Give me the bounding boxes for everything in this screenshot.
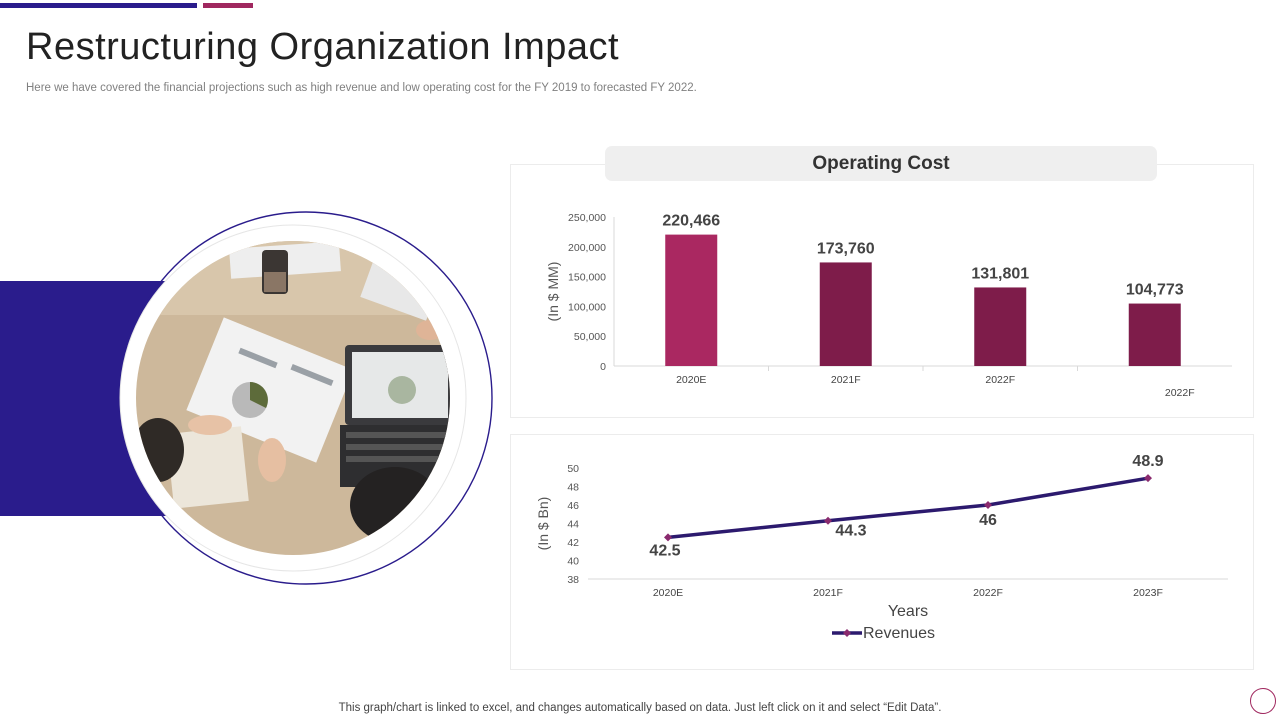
y-tick-label: 0 (600, 361, 606, 373)
bar-2022F (1128, 303, 1181, 366)
y-tick-label: 46 (567, 500, 579, 512)
bar-data-label: 220,466 (662, 213, 720, 230)
bar-data-label: 173,760 (817, 240, 875, 257)
y-tick-label: 40 (567, 556, 579, 568)
x-tick-label: 2022F (1165, 387, 1195, 399)
y-tick-label: 38 (567, 574, 579, 586)
office-photo-circle (119, 211, 493, 585)
x-axis-label: Years (888, 603, 928, 620)
bar-2021F (819, 262, 872, 366)
revenues-line (667, 476, 1149, 540)
y-axis-label: (In $ Bn) (535, 497, 551, 551)
y-tick-label: 200,000 (568, 242, 606, 254)
operating-cost-card (510, 164, 1254, 418)
bar-data-label: 104,773 (1126, 282, 1184, 299)
y-tick-label: 50 (567, 463, 579, 475)
line-data-label: 46 (979, 512, 997, 529)
revenues-marker-2022F (984, 501, 992, 509)
y-tick-label: 100,000 (568, 301, 606, 313)
y-axis-label: (In $ MM) (545, 262, 561, 322)
y-tick-label: 42 (567, 537, 579, 549)
revenue-card (510, 434, 1254, 670)
line-data-label: 42.5 (649, 542, 680, 559)
y-tick-label: 48 (567, 482, 579, 494)
x-tick-label: 2023F (1133, 587, 1163, 599)
bar-data-label: 131,801 (971, 265, 1029, 282)
revenues-marker-2020E (664, 533, 672, 542)
y-tick-label: 44 (567, 519, 579, 531)
x-tick-label: 2020E (653, 587, 683, 599)
page-subtitle: Here we have covered the financial proje… (26, 82, 697, 94)
revenues-marker-2021F (824, 516, 832, 525)
top-accent-bar-magenta (203, 3, 253, 8)
x-tick-label: 2021F (813, 587, 843, 599)
x-tick-label: 2021F (831, 374, 861, 386)
line-data-label: 44.3 (835, 523, 866, 540)
footnote: This graph/chart is linked to excel, and… (338, 702, 942, 714)
x-tick-label: 2022F (985, 374, 1015, 386)
y-tick-label: 250,000 (568, 212, 606, 224)
legend-entry-revenues: Revenues (863, 625, 935, 642)
revenues-marker-2023F (1144, 474, 1152, 483)
operating-cost-title: Operating Cost (605, 146, 1157, 181)
y-tick-label: 150,000 (568, 272, 606, 284)
bar-2020E (665, 234, 718, 366)
corner-ring-icon (1250, 688, 1276, 714)
bar-2022F (974, 287, 1027, 366)
x-tick-label: 2020E (676, 374, 706, 386)
top-accent-bar-navy (0, 3, 197, 8)
line-data-label: 48.9 (1132, 453, 1163, 470)
legend-marker-swatch (843, 629, 851, 637)
page-title: Restructuring Organization Impact (26, 26, 620, 68)
y-tick-label: 50,000 (574, 331, 606, 343)
x-tick-label: 2022F (973, 587, 1003, 599)
